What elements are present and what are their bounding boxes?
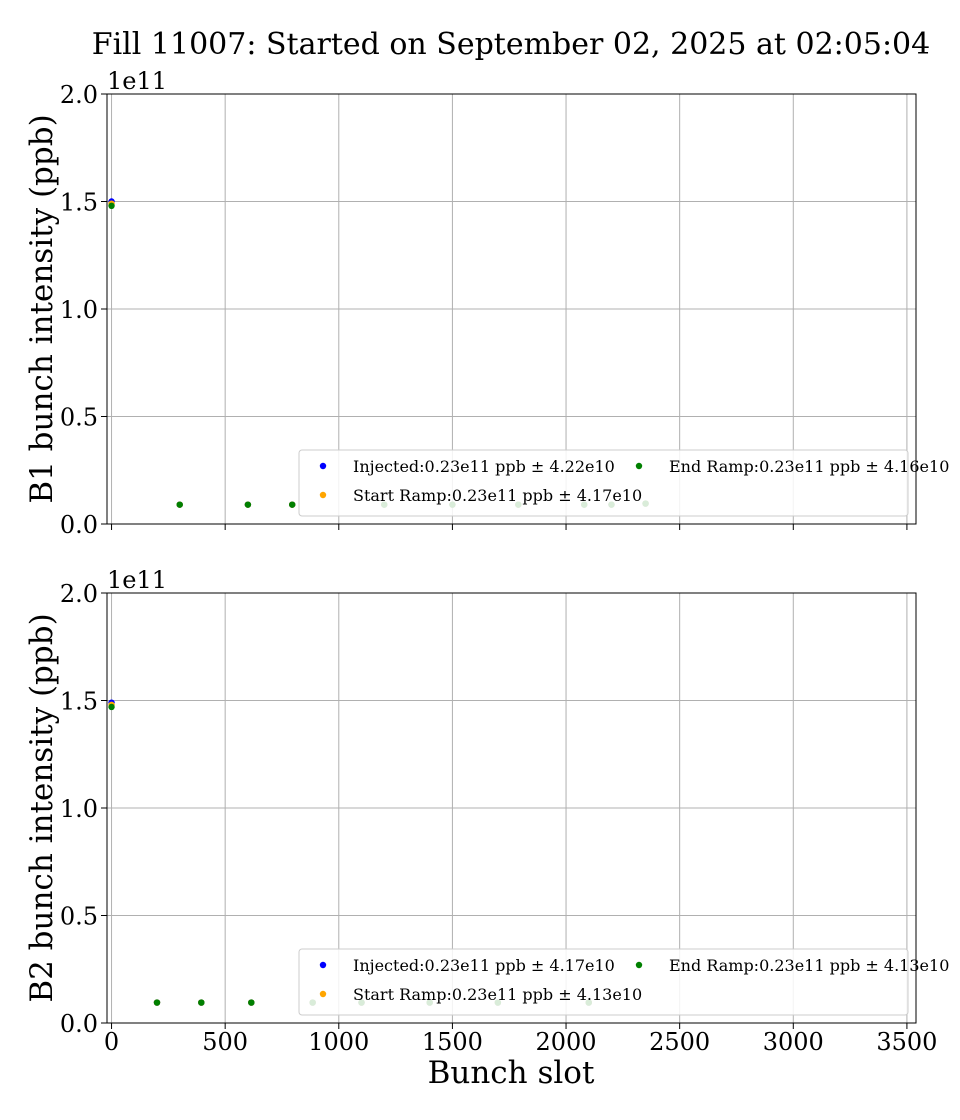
y-offset-label: 1e11: [107, 566, 167, 594]
legend-marker: [319, 990, 327, 998]
y-tick-label: 0.5: [60, 404, 98, 432]
y-offset-label: 1e11: [107, 67, 167, 95]
data-point-end-ramp: [248, 999, 255, 1006]
y-tick-label: 2.0: [60, 81, 98, 109]
legend-entry: Start Ramp:0.23e11 ppb ± 4.13e10: [353, 985, 642, 1004]
legend-entry: End Ramp:0.23e11 ppb ± 4.16e10: [669, 457, 949, 476]
data-point-end-ramp: [108, 703, 115, 711]
legend-box: [298, 449, 909, 517]
legend-marker: [319, 491, 327, 499]
y-axis-label: B2 bunch intensity (ppb): [24, 613, 60, 1002]
x-tick-label: 1500: [422, 1028, 483, 1056]
y-tick-label: 0.5: [60, 903, 98, 931]
legend-entry: Injected:0.23e11 ppb ± 4.17e10: [353, 956, 615, 975]
y-tick-label: 1.0: [60, 296, 98, 324]
x-tick-label: 500: [202, 1028, 248, 1056]
data-point-end-ramp: [108, 202, 115, 209]
x-tick-label: 3000: [763, 1028, 824, 1056]
legend-entry: Start Ramp:0.23e11 ppb ± 4.17e10: [353, 486, 642, 505]
legend-marker: [635, 462, 643, 470]
legend-entry: End Ramp:0.23e11 ppb ± 4.13e10: [669, 956, 949, 975]
legend-entry: Injected:0.23e11 ppb ± 4.22e10: [353, 457, 615, 476]
y-tick-label: 1.5: [60, 688, 98, 716]
legend-marker: [319, 462, 327, 470]
data-point-end-ramp: [198, 999, 205, 1006]
chart-title: Fill 11007: Started on September 02, 202…: [92, 27, 930, 62]
y-axis-label: B1 bunch intensity (ppb): [24, 114, 60, 503]
x-axis-label: Bunch slot: [428, 1055, 595, 1091]
data-point-end-ramp: [153, 999, 161, 1006]
legend-marker: [319, 961, 327, 969]
plot-frame: [106, 93, 917, 525]
x-tick-label: 2500: [649, 1028, 710, 1056]
b1-intensity-panel: 0.0 0.5 1.0 1.5 2.0 1e11 B1 bunch intensity (p…: [24, 67, 949, 539]
x-tick-label: 2000: [536, 1028, 597, 1056]
legend: Injected:0.23e11 ppb ± 4.17e10 Start Ramp…: [298, 948, 949, 1016]
legend-box: [298, 948, 909, 1016]
y-tick-label: 0.0: [60, 511, 98, 539]
y-tick-label: 2.0: [60, 580, 98, 608]
data-point-end-ramp: [244, 501, 252, 508]
data-point-end-ramp: [176, 501, 183, 508]
y-tick-label: 1.5: [60, 189, 98, 217]
x-tick-label: 1000: [308, 1028, 369, 1056]
data-point-end-ramp: [289, 501, 296, 508]
y-tick-label: 0.0: [60, 1010, 98, 1038]
b2-intensity-panel: 0 500 1000 1500 2000 2500 3000 3500 0.0 0.5 1.0 1.5…: [24, 566, 949, 1056]
plot-frame: [106, 592, 917, 1024]
y-tick-label: 1.0: [60, 795, 98, 823]
legend-marker: [635, 961, 643, 969]
x-tick-label: 0: [104, 1028, 119, 1056]
legend: Injected:0.23e11 ppb ± 4.22e10 Start Ramp…: [298, 449, 949, 517]
x-tick-label: 3500: [876, 1028, 937, 1056]
